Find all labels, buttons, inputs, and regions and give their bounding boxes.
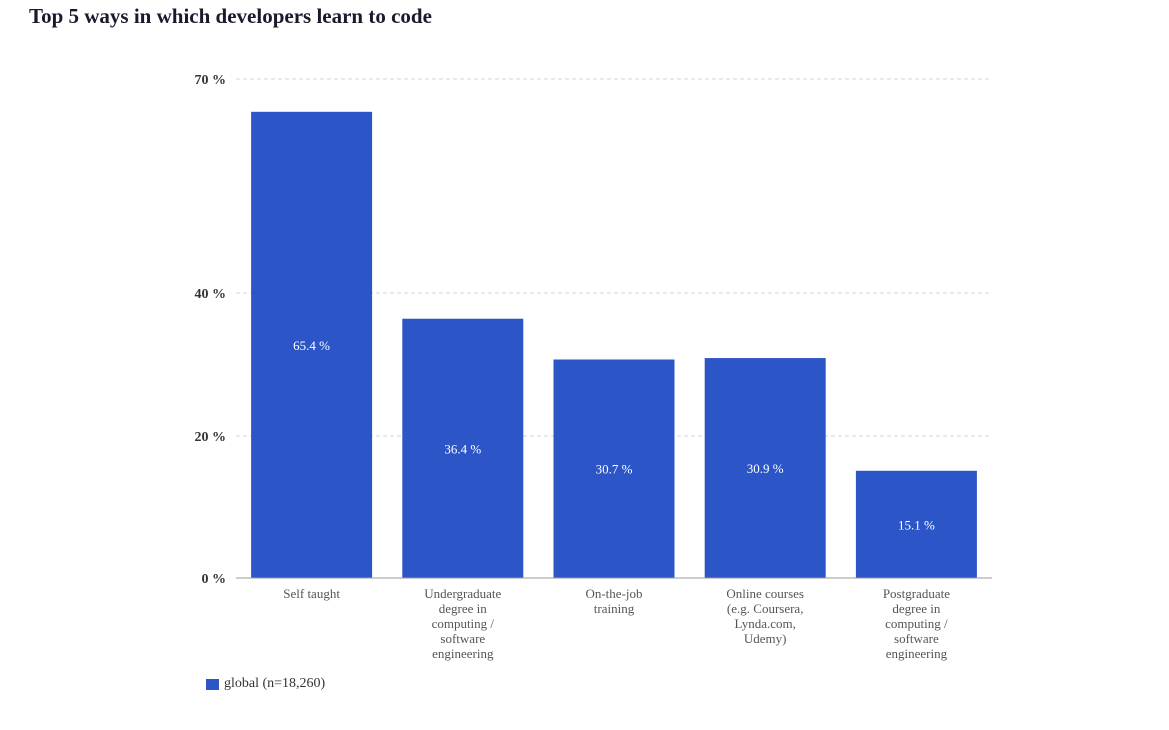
x-category-label-line: software [894,631,939,646]
x-category-label-line: training [594,601,635,616]
bars: 65.4 % 36.4 % 30.7 % 30.9 % 15.1 % [251,111,977,579]
x-category-label-line: degree in [892,601,941,616]
y-tick-label: 40 % [195,287,227,302]
y-tick-label: 70 % [195,73,227,88]
legend-label: global (n=18,260) [224,676,326,691]
y-tick-label: 0 % [202,572,227,587]
x-category-label: On-the-job training [585,586,642,616]
x-category-label-line: Postgraduate [883,586,950,601]
x-category-label-line: Online courses [726,586,804,601]
x-category-label-line: computing / [885,616,948,631]
x-category-label: Postgraduate degree in computing / software… [883,586,950,661]
bar-value-label: 65.4 % [293,338,330,353]
bar-value-label: 30.7 % [596,462,633,477]
bar [553,359,675,578]
x-category-label-line: software [440,631,485,646]
x-category-label-line: On-the-job [585,586,642,601]
x-category-label-line: computing / [432,616,495,631]
legend-swatch [206,678,219,690]
x-category-label: Self taught [283,586,340,601]
y-tick-label: 20 % [195,430,227,445]
bar [704,358,826,578]
x-category-label-line: Lynda.com, [735,616,796,631]
bar-value-label: 30.9 % [747,461,784,476]
legend: global (n=18,260) [206,676,325,692]
x-category-label: Undergraduate degree in computing / softwar… [424,586,501,661]
x-category-label-line: degree in [439,601,488,616]
x-category-label-line: Undergraduate [424,586,501,601]
x-category-label-line: Self taught [283,586,340,601]
bar [402,318,524,578]
bar-value-label: 15.1 % [898,517,935,532]
x-category-label-line: Udemy) [744,631,787,646]
bar-value-label: 36.4 % [444,441,481,456]
x-category-label: Online courses (e.g. Coursera, Lynda.com, U… [726,586,804,646]
bar [251,111,373,579]
x-category-label-line: engineering [886,646,948,661]
axes: 0 %20 %40 %70 %Self taught Undergraduate d… [195,73,992,661]
bar [855,470,977,578]
x-category-label-line: (e.g. Coursera, [727,601,804,616]
chart-title: Top 5 ways in which developers learn to … [29,4,432,28]
x-category-label-line: engineering [432,646,494,661]
